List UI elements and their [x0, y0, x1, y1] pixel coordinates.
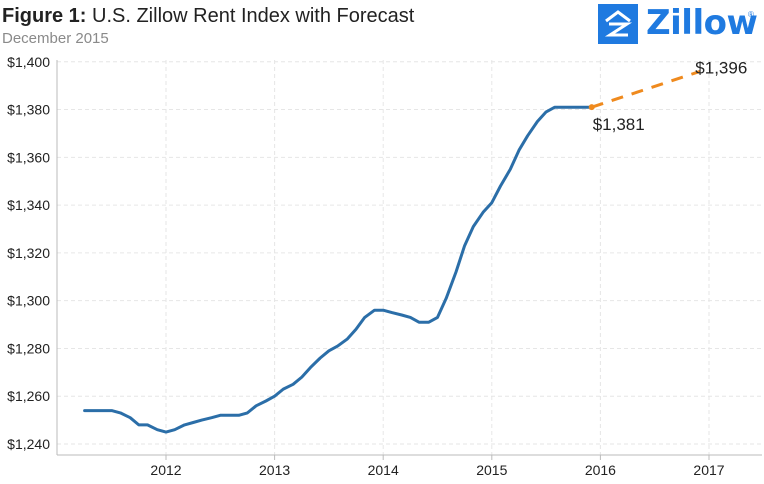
x-tick-label: 2015: [476, 462, 507, 478]
y-tick-label: $1,300: [7, 293, 50, 309]
series-line-actual: [83, 105, 594, 434]
x-tick-label: 2012: [150, 462, 181, 478]
y-tick-label: $1,280: [7, 340, 50, 356]
data-label-last-actual: $1,381: [593, 115, 645, 134]
forecast-start-point: [588, 104, 595, 111]
series-line-forecast: [591, 69, 701, 109]
chart-title: Figure 1: U.S. Zillow Rent Index with Fo…: [2, 4, 414, 28]
y-tick-label: $1,360: [7, 149, 50, 165]
x-tick-label: 2017: [693, 462, 724, 478]
chart-title-text: U.S. Zillow Rent Index with Forecast: [92, 5, 415, 27]
chart-header: Figure 1: U.S. Zillow Rent Index with Fo…: [2, 4, 414, 48]
figure-number: Figure 1:: [2, 5, 87, 27]
logo-wordmark: Zillow: [646, 3, 758, 43]
y-tick-label: $1,340: [7, 197, 50, 213]
registered-mark: ®: [748, 10, 754, 19]
y-tick-label: $1,400: [7, 54, 50, 70]
y-tick-label: $1,260: [7, 388, 50, 404]
x-tick-label: 2016: [585, 462, 616, 478]
x-tick-label: 2014: [368, 462, 399, 478]
data-label-forecast: $1,396: [695, 58, 747, 77]
y-tick-label: $1,320: [7, 245, 50, 261]
x-tick-label: 2013: [259, 462, 290, 478]
y-tick-label: $1,240: [7, 436, 50, 452]
chart-subtitle: December 2015: [2, 30, 109, 47]
zillow-logo: Zillow ®: [598, 3, 758, 44]
y-tick-label: $1,380: [7, 102, 50, 118]
zillow-house-icon: [598, 4, 638, 44]
